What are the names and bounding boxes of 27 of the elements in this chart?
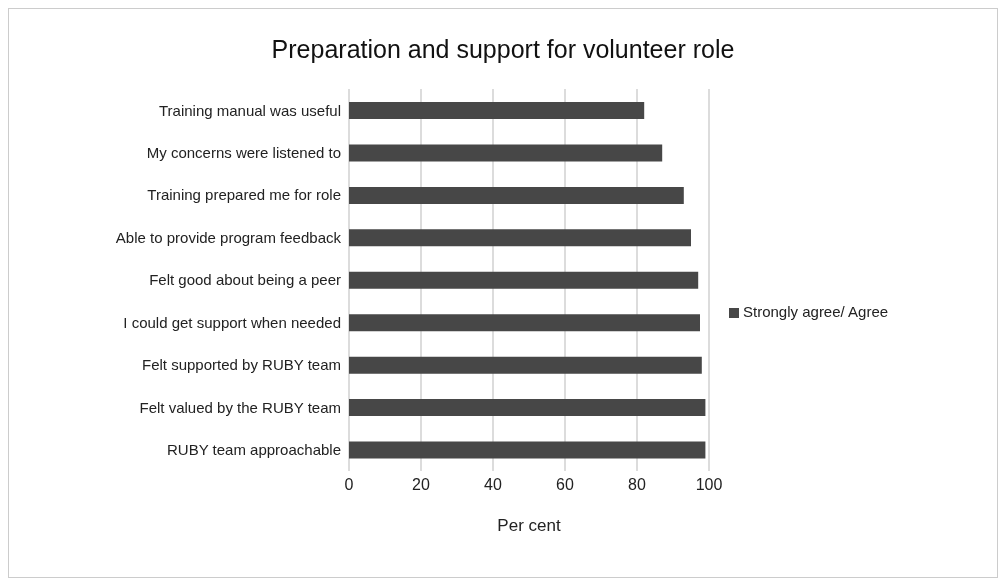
- bar: [349, 271, 699, 289]
- bar: [349, 144, 663, 162]
- x-tick-label: 100: [695, 476, 723, 494]
- y-tick-label: Felt good about being a peer: [149, 271, 341, 289]
- bar: [349, 186, 684, 204]
- y-tick-label: My concerns were listened to: [146, 143, 341, 161]
- y-tick-label: Training manual was useful: [158, 101, 341, 119]
- y-tick-label: Training prepared me for role: [147, 186, 341, 204]
- bar: [349, 356, 702, 374]
- x-tick-label: 40: [484, 476, 502, 494]
- x-tick-label: 20: [412, 476, 430, 494]
- y-tick-label: Felt valued by the RUBY team: [139, 398, 341, 416]
- y-tick-label: Felt supported by RUBY team: [142, 356, 341, 374]
- x-tick-label: 0: [344, 476, 354, 494]
- chart-title: Preparation and support for volunteer role: [270, 34, 736, 63]
- legend-label: Strongly agree/ Agree: [743, 302, 889, 320]
- bar: [349, 314, 700, 332]
- bar: [349, 441, 706, 459]
- y-tick-label: Able to provide program feedback: [115, 228, 342, 246]
- x-axis-title: Per cent: [497, 516, 561, 535]
- bar: [349, 102, 645, 119]
- bar: [349, 399, 706, 417]
- bar: [349, 229, 691, 247]
- x-tick-label: 80: [628, 476, 646, 494]
- x-tick-label: 60: [556, 476, 574, 494]
- y-tick-label: I could get support when needed: [123, 313, 341, 331]
- y-tick-label: RUBY team approachable: [167, 441, 341, 459]
